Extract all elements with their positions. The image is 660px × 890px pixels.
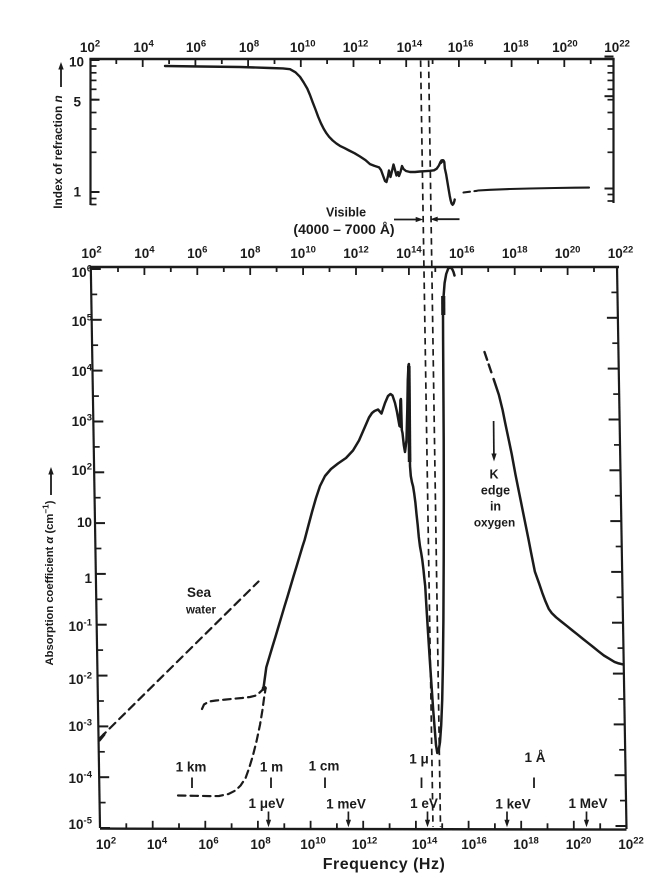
svg-text:1 Å: 1 Å: [524, 750, 545, 765]
svg-text:1 cm: 1 cm: [309, 759, 340, 774]
svg-text:edge: edge: [481, 484, 510, 498]
svg-text:10: 10: [77, 515, 92, 530]
svg-text:5: 5: [73, 95, 81, 110]
svg-text:1 μeV: 1 μeV: [248, 796, 284, 811]
svg-text:1 m: 1 m: [260, 760, 283, 775]
svg-text:oxygen: oxygen: [474, 516, 515, 530]
svg-text:1 meV: 1 meV: [326, 797, 366, 812]
svg-text:1: 1: [84, 571, 92, 586]
svg-text:1 keV: 1 keV: [495, 797, 530, 812]
svg-text:1 eV: 1 eV: [410, 796, 438, 811]
svg-text:Index of refraction n: Index of refraction n: [51, 95, 65, 208]
svg-text:1 MeV: 1 MeV: [568, 796, 607, 811]
svg-text:K: K: [489, 468, 498, 482]
svg-text:water: water: [185, 605, 217, 617]
svg-text:1 μ: 1 μ: [409, 752, 429, 767]
svg-text:(4000 – 7000 Å): (4000 – 7000 Å): [293, 221, 394, 237]
svg-text:in: in: [490, 500, 501, 514]
svg-text:1 km: 1 km: [176, 760, 207, 775]
svg-text:1: 1: [73, 185, 81, 200]
svg-text:Visible: Visible: [326, 206, 366, 220]
svg-text:10: 10: [69, 55, 84, 70]
svg-text:Absorption coefficient α (cm−1: Absorption coefficient α (cm−1): [42, 500, 57, 665]
svg-text:Sea: Sea: [187, 585, 212, 600]
svg-text:Frequency (Hz): Frequency (Hz): [323, 856, 446, 873]
